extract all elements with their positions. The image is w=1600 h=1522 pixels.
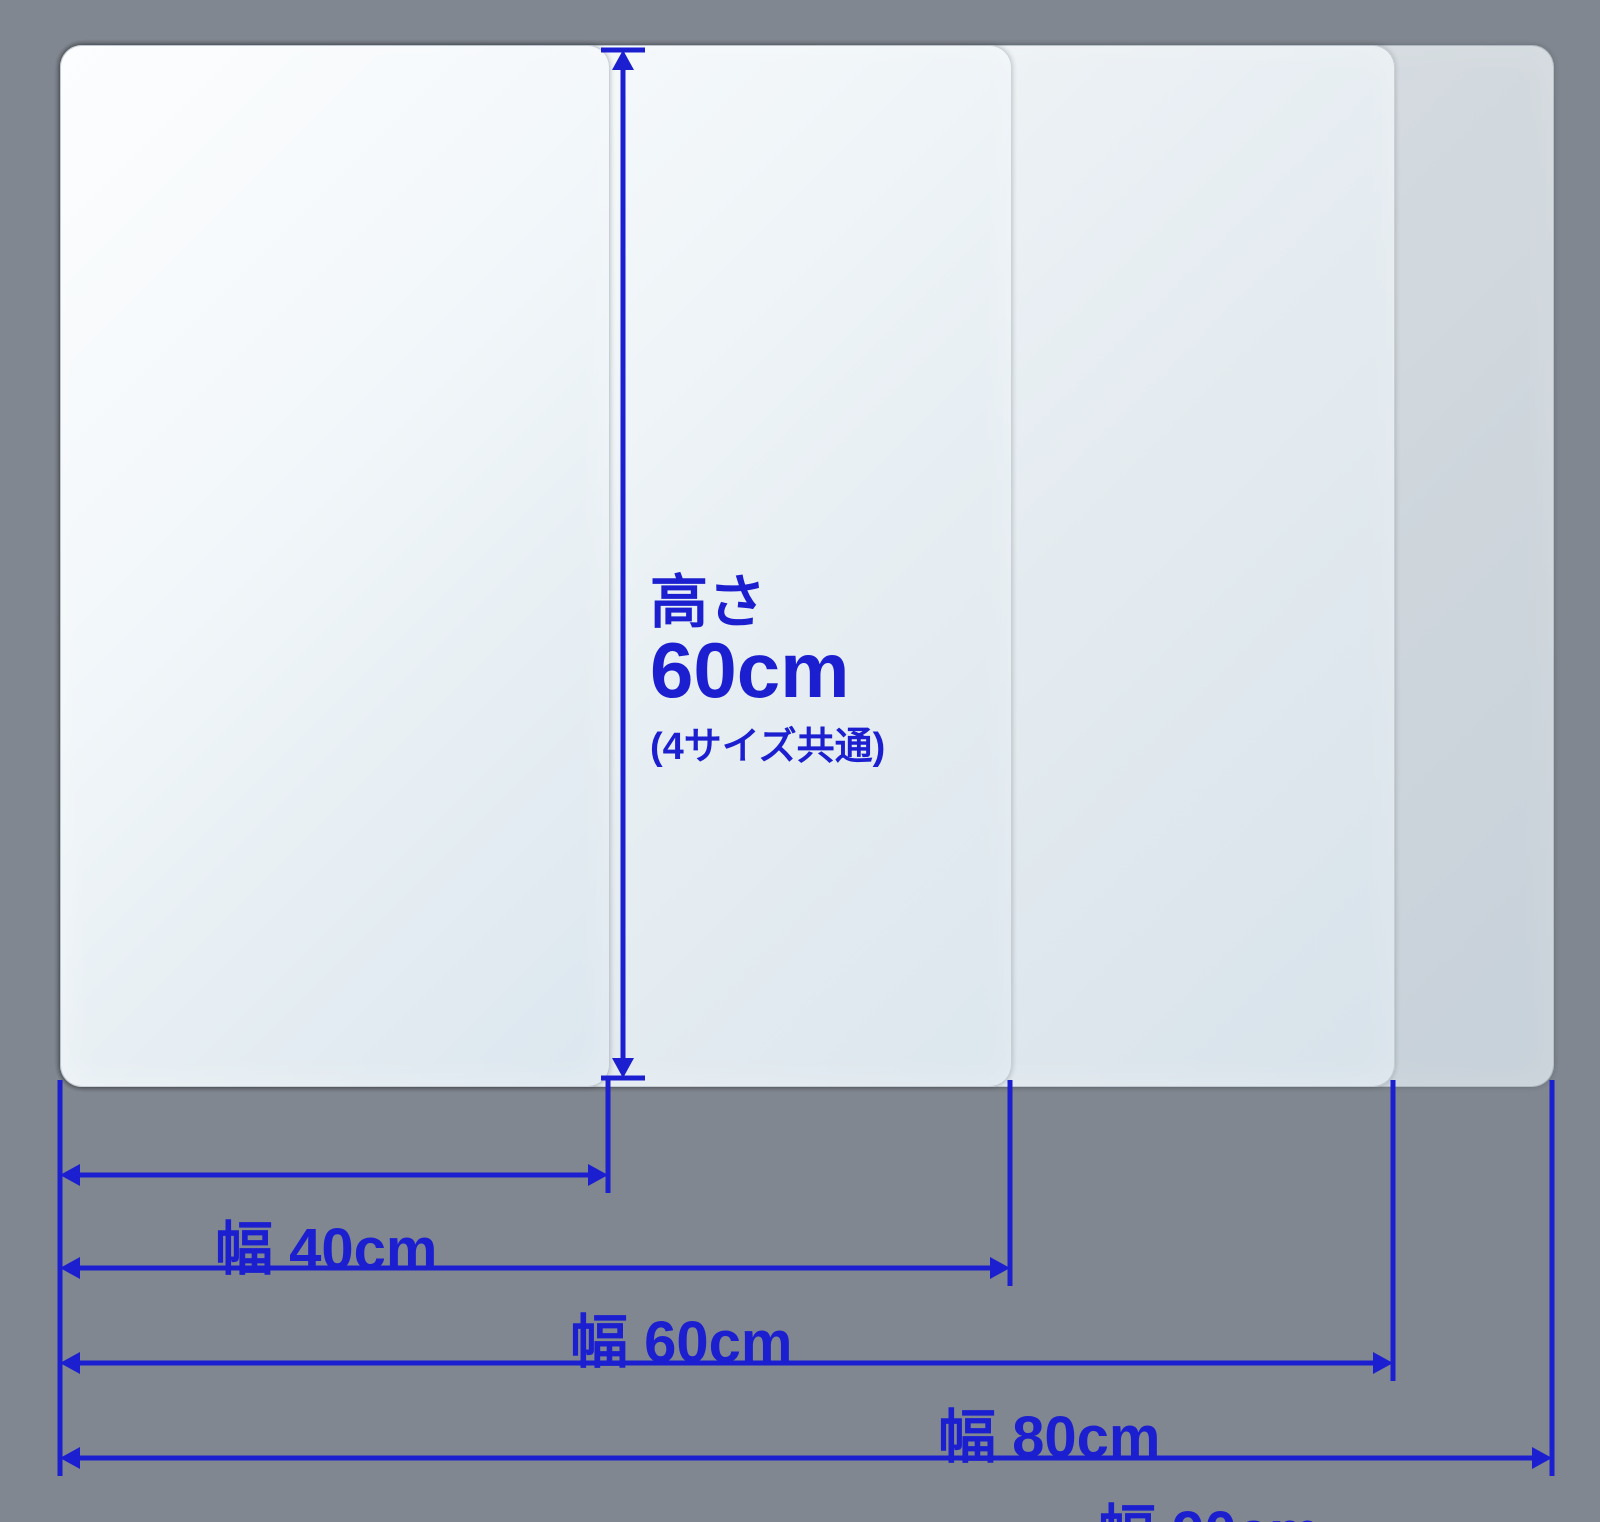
height-value: 60cm [650,625,850,716]
width-label-60: 幅 60cm [570,1295,792,1379]
width-label-40: 幅 40cm [215,1202,437,1286]
size-diagram: 高さ 60cm (4サイズ共通) 幅 40cm 幅 60cm 幅 80cm 幅 … [0,0,1600,1522]
width-label-80: 幅 80cm [938,1390,1160,1474]
width-label-90: 幅 90cm [1098,1485,1320,1522]
height-note: (4サイズ共通) [650,715,885,770]
